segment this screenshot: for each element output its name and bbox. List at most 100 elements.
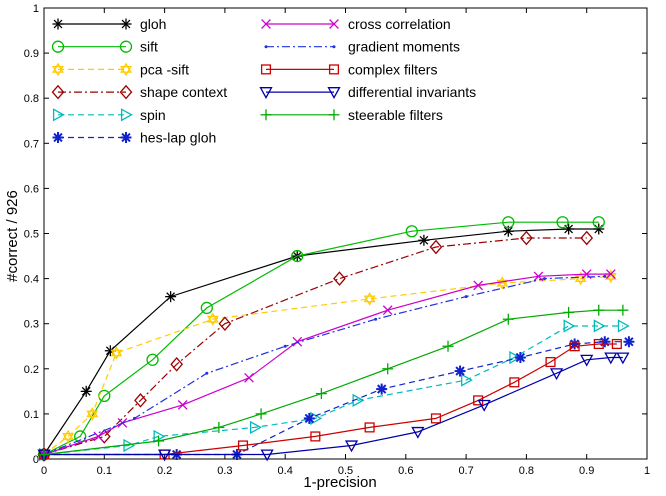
data-point-cross-correlation: [93, 431, 104, 442]
data-point-steerable-filters: [255, 408, 267, 420]
data-point-shape-context: [134, 393, 147, 408]
data-point-complex-filters: [569, 341, 580, 352]
series-line-complex-filters: [44, 343, 617, 456]
data-point-hes-lap-gloh: [623, 336, 635, 348]
data-point-gradient-moments: [464, 295, 468, 299]
legend-marker: [120, 132, 132, 143]
data-point-pca-sift: [86, 407, 99, 421]
y-tick-label: 0.8: [24, 93, 39, 105]
data-point-differential-invariants: [604, 352, 618, 365]
legend-label: cross correlation: [348, 16, 451, 32]
data-point-gradient-moments: [374, 317, 378, 321]
data-point-steerable-filters: [213, 421, 225, 433]
y-tick-label: 0: [33, 454, 39, 466]
legend-label: hes-lap gloh: [140, 130, 216, 146]
legend-marker: [51, 84, 65, 100]
series-line-gradient-moments: [43, 275, 605, 456]
data-point-gradient-moments: [283, 344, 287, 348]
data-point-gradient-moments: [132, 416, 136, 420]
data-point-pca-sift: [110, 346, 123, 360]
series-pca-sift: [38, 269, 617, 462]
legend-entry-complex-filters: complex filters: [260, 61, 437, 77]
data-point-hes-lap-gloh: [454, 365, 466, 377]
data-point-steerable-filters: [563, 306, 575, 318]
y-tick-label: 0.4: [24, 274, 39, 286]
data-point-complex-filters: [237, 440, 249, 451]
x-tick-label: 0.9: [579, 465, 594, 477]
legend-marker: [120, 62, 132, 77]
data-point-sift: [405, 225, 418, 238]
data-point-cross-correlation: [177, 400, 188, 410]
y-tick-label: 0.7: [24, 138, 39, 150]
data-point-complex-filters: [611, 338, 622, 350]
legend-marker: [329, 19, 339, 29]
legend-marker: [52, 62, 64, 77]
data-point-hes-lap-gloh: [376, 383, 388, 395]
legend-label: sift: [140, 39, 158, 55]
data-point-shape-context: [333, 271, 346, 286]
series-layer: [37, 216, 635, 462]
x-tick-label: 0.5: [338, 465, 353, 477]
series-spin: [38, 319, 630, 462]
data-point-shape-context: [580, 230, 594, 246]
y-tick-label: 0.9: [24, 48, 39, 60]
data-point-hes-lap-gloh: [599, 336, 611, 348]
data-point-differential-invariants: [477, 399, 491, 412]
data-point-cross-correlation: [292, 336, 303, 347]
data-point-hes-lap-gloh: [514, 352, 526, 364]
y-tick-label: 0.5: [24, 229, 39, 241]
data-point-differential-invariants: [157, 449, 172, 462]
x-tick-label: 0: [41, 465, 47, 477]
x-tick-label: 0.7: [458, 465, 473, 477]
plot-frame: [43, 7, 648, 460]
legend-marker: [119, 84, 133, 100]
series-steerable-filters: [38, 304, 629, 460]
y-tick-label: 0.3: [24, 319, 39, 331]
legend-label: spin: [140, 107, 166, 123]
legend-entry-pca-sift: pca -sift: [52, 61, 189, 77]
data-point-differential-invariants: [616, 352, 630, 365]
legend-marker: [327, 87, 341, 99]
data-point-spin: [249, 420, 262, 435]
data-point-cross-correlation: [605, 269, 616, 279]
legend-marker: [259, 87, 273, 99]
data-point-complex-filters: [310, 431, 321, 442]
data-point-spin: [593, 319, 606, 333]
legend-entry-differential-invariants: differential invariants: [259, 84, 476, 100]
data-point-pca-sift: [363, 292, 376, 306]
data-point-cross-correlation: [244, 372, 254, 383]
y-tick-label: 1: [33, 3, 39, 15]
legend-marker: [328, 64, 340, 75]
data-point-steerable-filters: [38, 448, 50, 460]
y-tick-label: 0.6: [24, 183, 39, 195]
data-point-steerable-filters: [502, 313, 514, 325]
data-point-sift: [592, 216, 605, 229]
series-shape-context: [37, 230, 594, 462]
data-point-gloh: [80, 385, 92, 397]
data-point-shape-context: [520, 230, 533, 246]
legend-marker: [120, 18, 132, 30]
data-point-complex-filters: [364, 422, 375, 433]
legend-label: pca -sift: [140, 61, 189, 77]
legend-marker: [261, 19, 271, 29]
data-point-gradient-moments: [205, 371, 209, 375]
data-point-sift: [200, 301, 213, 315]
x-axis-label: 1-precision: [303, 474, 376, 491]
data-point-differential-invariants: [549, 368, 564, 381]
data-point-gloh: [563, 223, 575, 235]
legend-marker: [51, 40, 65, 53]
data-point-differential-invariants: [260, 449, 274, 462]
legend-entry-hes-lap-gloh: hes-lap gloh: [52, 130, 216, 146]
legend-marker: [332, 45, 336, 49]
data-point-gradient-moments: [603, 274, 607, 278]
legend-label: steerable filters: [348, 107, 443, 123]
x-tick-label: 0.3: [217, 465, 232, 477]
data-point-pca-sift: [604, 269, 617, 284]
series-gradient-moments: [42, 274, 607, 456]
legend-marker: [328, 109, 340, 121]
data-point-shape-context: [170, 356, 184, 372]
data-point-pca-sift: [206, 312, 219, 326]
x-tick-label: 1: [644, 465, 650, 477]
legend: gloh sift pca -sift shape context spin hes-la…: [51, 16, 476, 146]
data-point-steerable-filters: [382, 363, 394, 375]
